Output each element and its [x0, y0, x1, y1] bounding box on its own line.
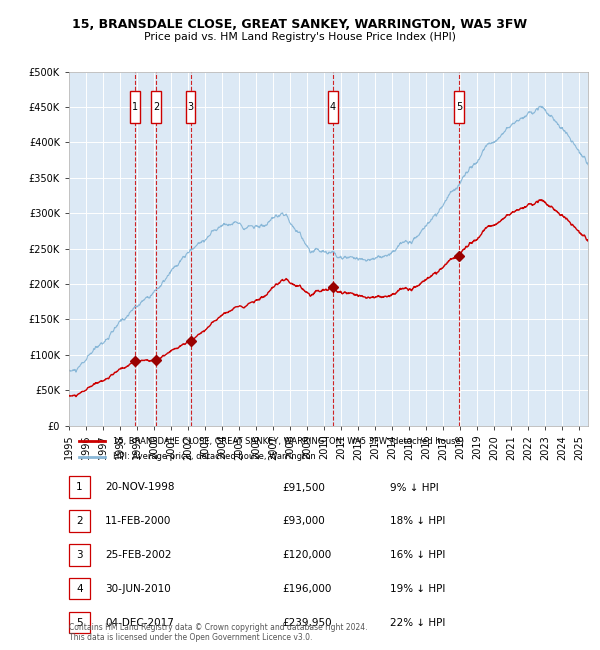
Text: 3: 3 [188, 102, 194, 112]
Text: 15, BRANSDALE CLOSE, GREAT SANKEY, WARRINGTON, WA5 3FW: 15, BRANSDALE CLOSE, GREAT SANKEY, WARRI… [73, 18, 527, 31]
Text: 15, BRANSDALE CLOSE, GREAT SANKEY, WARRINGTON, WA5 3FW (detached house): 15, BRANSDALE CLOSE, GREAT SANKEY, WARRI… [113, 437, 464, 445]
Text: Contains HM Land Registry data © Crown copyright and database right 2024.
This d: Contains HM Land Registry data © Crown c… [69, 623, 367, 642]
Text: HPI: Average price, detached house, Warrington: HPI: Average price, detached house, Warr… [113, 452, 316, 461]
Text: 04-DEC-2017: 04-DEC-2017 [105, 618, 174, 628]
Text: 30-JUN-2010: 30-JUN-2010 [105, 584, 171, 594]
FancyBboxPatch shape [151, 92, 161, 122]
Text: £120,000: £120,000 [282, 550, 331, 560]
Text: 18% ↓ HPI: 18% ↓ HPI [390, 516, 445, 526]
Text: £196,000: £196,000 [282, 584, 331, 594]
FancyBboxPatch shape [454, 92, 464, 122]
Text: 19% ↓ HPI: 19% ↓ HPI [390, 584, 445, 594]
FancyBboxPatch shape [186, 92, 196, 122]
Text: 1: 1 [132, 102, 138, 112]
Text: 3: 3 [76, 550, 83, 560]
Text: 1: 1 [76, 482, 83, 493]
FancyBboxPatch shape [328, 92, 338, 122]
Text: 4: 4 [329, 102, 336, 112]
Text: 2: 2 [153, 102, 159, 112]
FancyBboxPatch shape [130, 92, 140, 122]
Text: £93,000: £93,000 [282, 516, 325, 526]
Text: 5: 5 [456, 102, 462, 112]
Text: 20-NOV-1998: 20-NOV-1998 [105, 482, 175, 493]
Text: 4: 4 [76, 584, 83, 594]
Text: 11-FEB-2000: 11-FEB-2000 [105, 516, 172, 526]
Text: 2: 2 [76, 516, 83, 526]
Text: £91,500: £91,500 [282, 482, 325, 493]
Text: £239,950: £239,950 [282, 618, 332, 628]
Text: 22% ↓ HPI: 22% ↓ HPI [390, 618, 445, 628]
Text: Price paid vs. HM Land Registry's House Price Index (HPI): Price paid vs. HM Land Registry's House … [144, 32, 456, 42]
Text: 5: 5 [76, 618, 83, 628]
Text: 25-FEB-2002: 25-FEB-2002 [105, 550, 172, 560]
Text: 16% ↓ HPI: 16% ↓ HPI [390, 550, 445, 560]
Text: 9% ↓ HPI: 9% ↓ HPI [390, 482, 439, 493]
